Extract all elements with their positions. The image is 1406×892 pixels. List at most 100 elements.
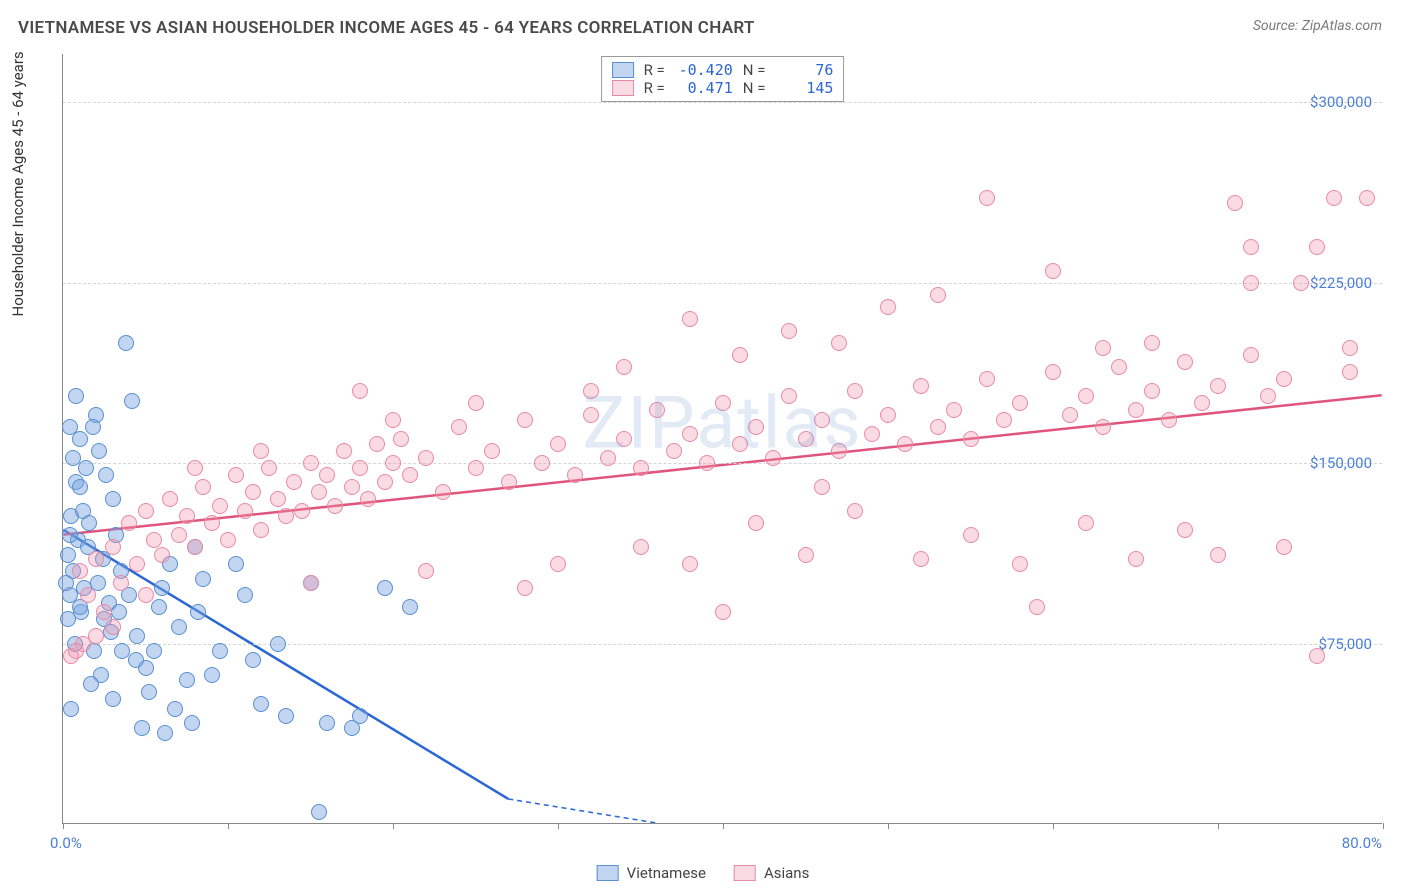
data-point [141, 684, 157, 700]
swatch-blue-icon [597, 865, 619, 881]
x-tick [558, 823, 559, 829]
stat-n-value-1: 145 [775, 79, 833, 97]
data-point [1276, 371, 1292, 387]
data-point [1095, 340, 1111, 356]
data-point [105, 491, 121, 507]
data-point [62, 527, 78, 543]
x-tick [228, 823, 229, 829]
x-tick [393, 823, 394, 829]
data-point [105, 619, 121, 635]
data-point [682, 426, 698, 442]
data-point [171, 527, 187, 543]
data-point [88, 551, 104, 567]
data-point [212, 643, 228, 659]
legend-label-0: Vietnamese [627, 864, 706, 882]
data-point [1293, 275, 1309, 291]
data-point [1210, 547, 1226, 563]
data-point [270, 636, 286, 652]
data-point [1210, 378, 1226, 394]
data-point [184, 715, 200, 731]
data-point [253, 696, 269, 712]
stats-row-1: R = 0.471 N = 145 [612, 79, 834, 97]
data-point [1342, 364, 1358, 380]
data-point [897, 436, 913, 452]
data-point [278, 508, 294, 524]
data-point [385, 455, 401, 471]
y-tick-label: $150,000 [1310, 454, 1372, 472]
x-axis-labels: 0.0% 80.0% [62, 834, 1382, 854]
data-point [798, 547, 814, 563]
data-point [1342, 340, 1358, 356]
data-point [930, 419, 946, 435]
data-point [534, 455, 550, 471]
data-point [1161, 412, 1177, 428]
chart-title: VIETNAMESE VS ASIAN HOUSEHOLDER INCOME A… [18, 18, 755, 38]
data-point [352, 708, 368, 724]
stat-r-label: R = [644, 61, 665, 79]
data-point [113, 575, 129, 591]
data-point [814, 479, 830, 495]
stat-r-value-0: -0.420 [675, 61, 733, 79]
data-point [1276, 539, 1292, 555]
x-tick [63, 823, 64, 829]
data-point [270, 491, 286, 507]
data-point [996, 412, 1012, 428]
data-point [190, 604, 206, 620]
data-point [435, 484, 451, 500]
swatch-pink-icon [612, 80, 634, 96]
data-point [880, 299, 896, 315]
data-point [402, 467, 418, 483]
data-point [831, 443, 847, 459]
data-point [303, 575, 319, 591]
data-point [567, 467, 583, 483]
data-point [1045, 364, 1061, 380]
data-point [1062, 407, 1078, 423]
data-point [245, 652, 261, 668]
swatch-blue-icon [612, 62, 634, 78]
data-point [402, 599, 418, 615]
grid-line [63, 102, 1382, 103]
data-point [1012, 395, 1028, 411]
data-point [847, 503, 863, 519]
data-point [62, 419, 78, 435]
data-point [303, 455, 319, 471]
stat-n-value-0: 76 [775, 61, 833, 79]
data-point [979, 371, 995, 387]
data-point [80, 587, 96, 603]
data-point [377, 474, 393, 490]
x-tick [1383, 823, 1384, 829]
data-point [146, 643, 162, 659]
data-point [649, 402, 665, 418]
data-point [237, 503, 253, 519]
data-point [633, 539, 649, 555]
data-point [129, 628, 145, 644]
data-point [583, 383, 599, 399]
data-point [385, 412, 401, 428]
data-point [1078, 515, 1094, 531]
data-point [151, 599, 167, 615]
data-point [930, 287, 946, 303]
y-axis-title: Householder Income Ages 45 - 64 years [9, 51, 27, 316]
data-point [195, 479, 211, 495]
data-point [699, 455, 715, 471]
data-point [1111, 359, 1127, 375]
data-point [204, 667, 220, 683]
data-point [129, 556, 145, 572]
data-point [60, 547, 76, 563]
data-point [1243, 275, 1259, 291]
data-point [781, 388, 797, 404]
data-point [261, 460, 277, 476]
swatch-pink-icon [734, 865, 756, 881]
data-point [1078, 388, 1094, 404]
data-point [253, 522, 269, 538]
data-point [154, 580, 170, 596]
data-point [666, 443, 682, 459]
data-point [616, 359, 632, 375]
data-point [1309, 648, 1325, 664]
data-point [360, 491, 376, 507]
data-point [468, 460, 484, 476]
data-point [1243, 347, 1259, 363]
data-point [63, 701, 79, 717]
data-point [418, 563, 434, 579]
data-point [72, 479, 88, 495]
